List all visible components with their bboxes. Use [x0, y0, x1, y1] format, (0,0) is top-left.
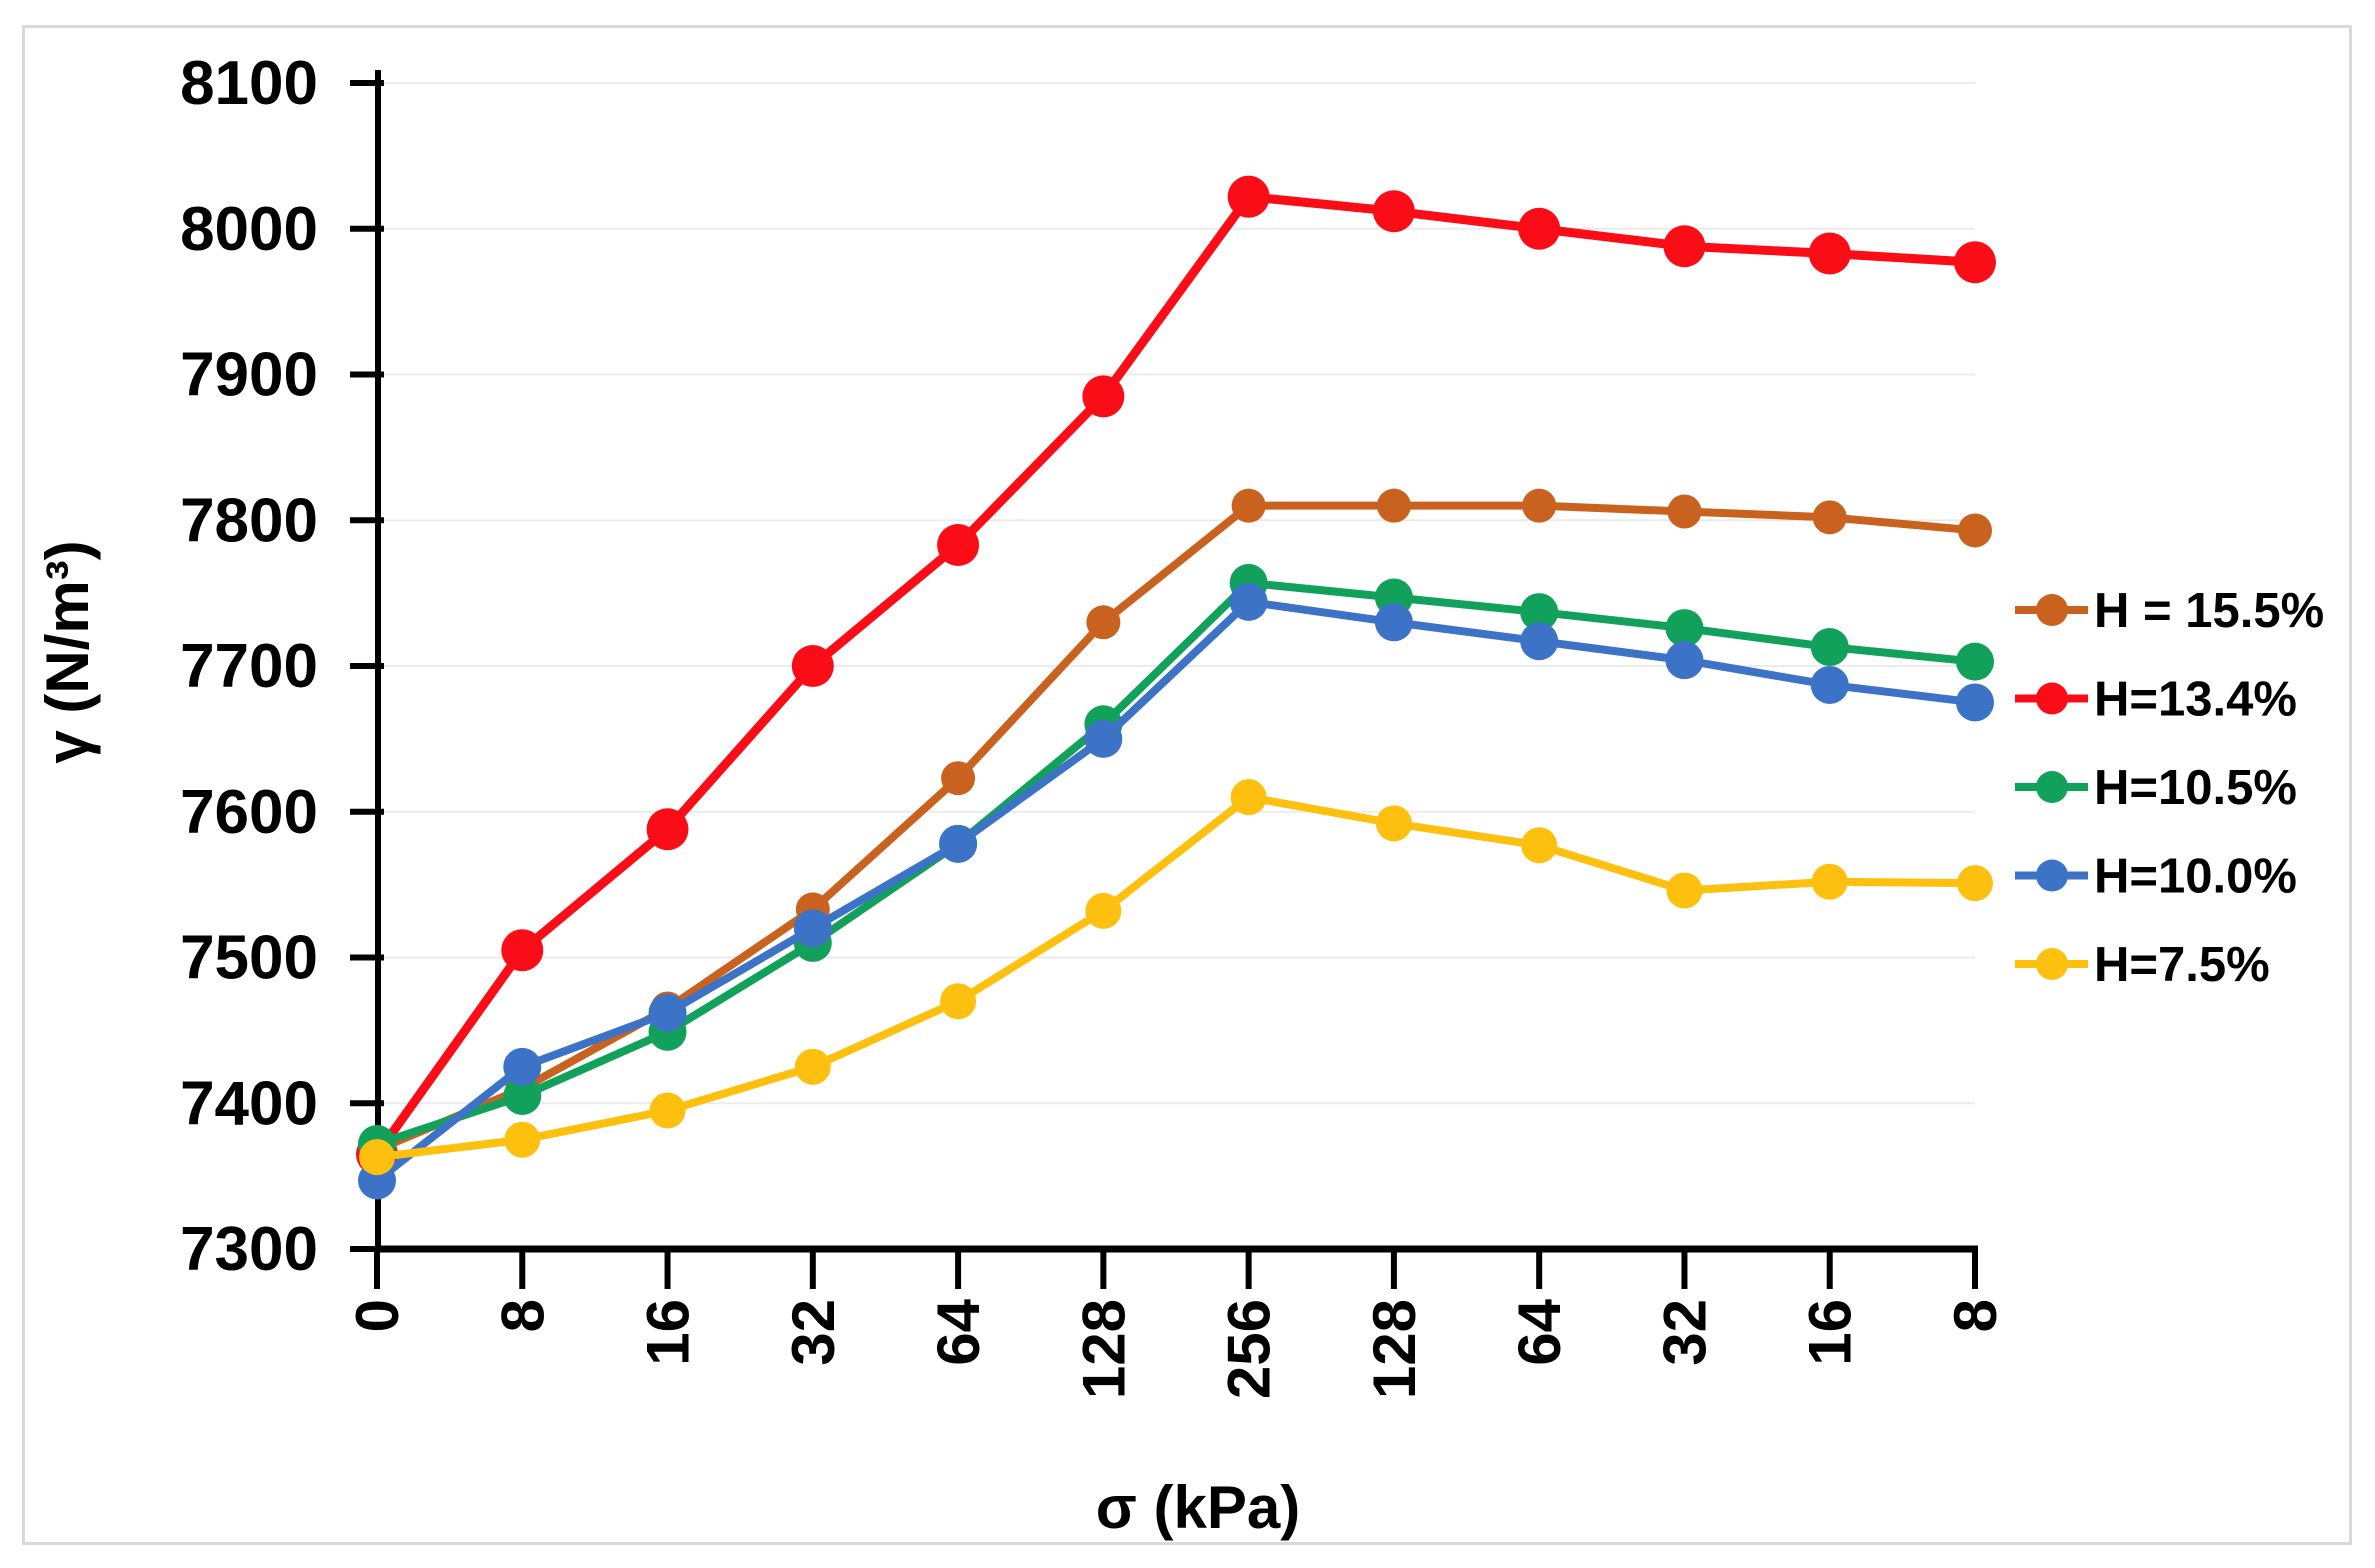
legend-label: H=10.0% — [2094, 850, 2297, 904]
data-point — [793, 909, 832, 948]
data-point — [1520, 593, 1559, 632]
data-point — [1374, 603, 1413, 642]
data-point — [1522, 488, 1557, 523]
data-point — [1085, 892, 1122, 929]
legend-marker — [2036, 859, 2068, 892]
y-tick-label: 8000 — [180, 195, 318, 264]
legend-marker — [2036, 594, 2068, 626]
data-point — [1956, 683, 1994, 722]
legend-marker — [2036, 771, 2068, 803]
data-point — [1957, 865, 1993, 902]
data-point — [1231, 488, 1266, 523]
data-point — [1811, 863, 1848, 900]
series-line-13.4 — [372, 192, 1980, 1159]
legend-marker — [2036, 682, 2068, 715]
data-point — [1666, 872, 1703, 909]
y-tick-label: 8100 — [180, 49, 318, 118]
y-tick-label: 7500 — [180, 924, 318, 993]
legend-label: H=10.5% — [2094, 761, 2297, 815]
data-point — [1665, 641, 1704, 680]
legend-label: H = 15.5% — [2094, 584, 2324, 638]
data-point — [1375, 805, 1412, 842]
data-point — [503, 1047, 542, 1086]
data-point — [791, 645, 834, 687]
data-point — [1667, 494, 1702, 529]
chart-content: 7300 7400 7500 7600 7700 7800 7900 8000 8100 0 8 16… — [180, 49, 2324, 1399]
data-point — [1956, 642, 1994, 681]
data-point — [1663, 225, 1706, 268]
x-tick-label: 256 — [1216, 1299, 1283, 1399]
x-tick-label: 0 — [344, 1299, 411, 1332]
data-point — [1812, 500, 1847, 535]
data-point — [1518, 207, 1561, 250]
y-tick-label: 7400 — [180, 1069, 318, 1138]
data-point — [503, 1076, 542, 1115]
data-point — [941, 761, 976, 796]
legend-label: H=13.4% — [2094, 673, 2297, 727]
data-point — [359, 1139, 395, 1176]
x-tick-label: 64 — [925, 1298, 992, 1365]
data-point — [1810, 628, 1849, 667]
x-tick-label: 32 — [780, 1299, 847, 1366]
y-tick-label: 7600 — [180, 778, 318, 847]
y-tick-label: 7700 — [180, 632, 318, 701]
data-point — [1520, 622, 1559, 661]
data-point — [794, 1048, 831, 1085]
data-point — [1229, 582, 1268, 621]
data-point — [1521, 827, 1558, 864]
x-axis-title: σ (kPa) — [1096, 1474, 1300, 1541]
x-tick-label: 128 — [1070, 1299, 1137, 1399]
x-tick-label: 8 — [489, 1299, 556, 1332]
x-tick-label: 32 — [1651, 1299, 1718, 1366]
data-point — [1227, 175, 1270, 218]
data-point — [1230, 779, 1267, 816]
y-tick-label: 7900 — [180, 341, 318, 410]
data-point — [1958, 513, 1992, 548]
data-point — [1086, 605, 1121, 640]
series-line-7.5 — [373, 793, 1979, 1162]
data-point — [1376, 488, 1411, 523]
y-tick-label: 7800 — [180, 486, 318, 555]
data-point — [1372, 190, 1415, 233]
y-axis-title: γ (N/m³) — [34, 540, 101, 763]
data-point — [504, 1121, 541, 1158]
x-tick-label: 8 — [1942, 1299, 2009, 1332]
series-line-10.5 — [373, 578, 1979, 1149]
x-tick-label: 16 — [635, 1299, 702, 1366]
y-tick-label: 7300 — [180, 1215, 318, 1284]
data-point — [940, 983, 977, 1020]
x-tick-label: 16 — [1797, 1299, 1864, 1366]
data-point — [937, 524, 980, 567]
data-point — [1808, 232, 1851, 275]
x-tick-label: 128 — [1361, 1299, 1428, 1399]
data-point — [646, 808, 689, 851]
data-point — [1954, 241, 1996, 284]
data-point — [939, 824, 978, 863]
data-point — [501, 929, 544, 972]
data-point — [1810, 665, 1849, 704]
data-point — [1084, 719, 1123, 758]
series-line-10.0 — [373, 597, 1979, 1185]
data-point — [1665, 609, 1704, 648]
legend-marker — [2036, 948, 2068, 980]
x-tick-label: 64 — [1506, 1298, 1573, 1365]
data-point — [649, 1092, 686, 1129]
legend-label: H=7.5% — [2094, 938, 2270, 992]
data-point — [648, 993, 687, 1032]
data-point — [1082, 375, 1125, 418]
